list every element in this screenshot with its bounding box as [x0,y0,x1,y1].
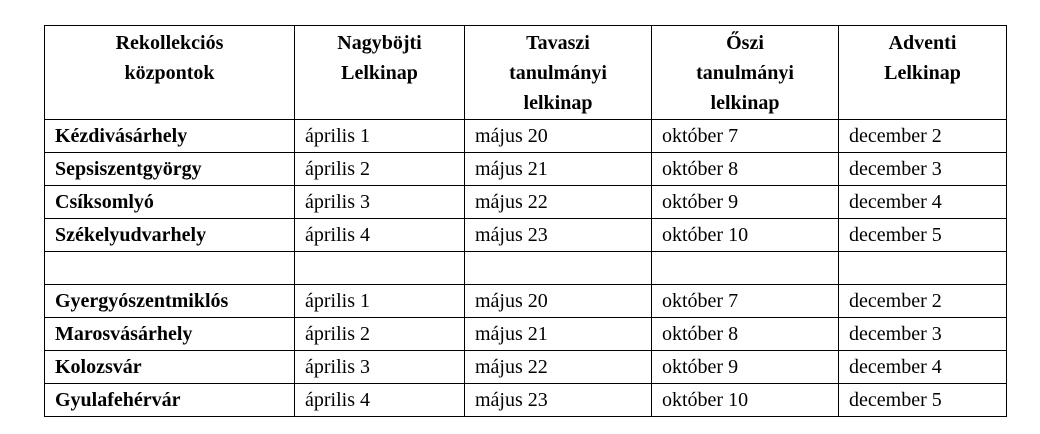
center-name: Kolozsvár [44,350,295,384]
data-row: Marosvásárhely április 2 május 21 október 8… [44,317,1007,351]
header-cell: Nagyböjti Lelkinap [294,25,465,120]
date-cell: október 8 [651,152,839,186]
center-name: Kézdivásárhely [44,119,295,153]
header-line: Tavaszi [526,32,590,54]
date-cell: május 20 [464,119,652,153]
data-row: Székelyudvarhely április 4 május 23 október… [44,218,1007,252]
date-cell: május 23 [464,383,652,417]
date-cell: május 22 [464,350,652,384]
date-cell: április 1 [294,284,465,318]
date-cell: december 5 [838,383,1007,417]
header-line: tanulmányi [696,62,794,84]
date-cell: december 4 [838,350,1007,384]
date-cell: április 2 [294,152,465,186]
date-cell: október 8 [651,317,839,351]
empty-cell [44,251,295,285]
date-cell: október 7 [651,119,839,153]
header-line: tanulmányi [509,62,607,84]
header-row: Rekollekciós központok Nagyböjti Lelkinap Ta… [44,25,1007,120]
date-cell: október 10 [651,383,839,417]
data-row: Csíksomlyó április 3 május 22 október 9 dece… [44,185,1007,219]
data-row: Sepsiszentgyörgy április 2 május 21 október… [44,152,1007,186]
data-row: Gyergyószentmiklós április 1 május 20 októb… [44,284,1007,318]
header-cell: Adventi Lelkinap [838,25,1007,120]
header-line: lelkinap [710,92,780,114]
data-row: Gyulafehérvár április 4 május 23 október 10… [44,383,1007,417]
date-cell: október 7 [651,284,839,318]
schedule-table: Rekollekciós központok Nagyböjti Lelkinap Ta… [44,25,1007,417]
date-cell: október 9 [651,350,839,384]
header-line: Rekollekciós [115,32,224,54]
center-name: Marosvásárhely [44,317,295,351]
separator-row [44,251,1007,285]
header-line: Lelkinap [341,62,418,84]
date-cell: május 23 [464,218,652,252]
date-cell: április 2 [294,317,465,351]
date-cell: április 1 [294,119,465,153]
date-cell: május 21 [464,152,652,186]
center-name: Csíksomlyó [44,185,295,219]
date-cell: április 4 [294,383,465,417]
empty-cell [294,251,465,285]
data-row: Kézdivásárhely április 1 május 20 október 7… [44,119,1007,153]
date-cell: május 20 [464,284,652,318]
date-cell: október 10 [651,218,839,252]
date-cell: május 21 [464,317,652,351]
date-cell: december 3 [838,317,1007,351]
date-cell: december 5 [838,218,1007,252]
header-cell: Tavaszi tanulmányi lelkinap [464,25,652,120]
date-cell: december 2 [838,284,1007,318]
center-name: Székelyudvarhely [44,218,295,252]
header-line: Adventi [888,32,957,54]
empty-cell [838,251,1007,285]
header-line: központok [124,62,215,84]
center-name: Gyulafehérvár [44,383,295,417]
header-line: Őszi [726,32,764,54]
header-line: Lelkinap [884,62,961,84]
date-cell: december 3 [838,152,1007,186]
date-cell: április 3 [294,350,465,384]
date-cell: október 9 [651,185,839,219]
center-name: Gyergyószentmiklós [44,284,295,318]
date-cell: december 4 [838,185,1007,219]
header-cell: Rekollekciós központok [44,25,295,120]
center-name: Sepsiszentgyörgy [44,152,295,186]
header-line: lelkinap [523,92,593,114]
date-cell: április 4 [294,218,465,252]
header-cell: Őszi tanulmányi lelkinap [651,25,839,120]
empty-cell [464,251,652,285]
empty-cell [651,251,839,285]
date-cell: április 3 [294,185,465,219]
header-line: Nagyböjti [337,32,422,54]
date-cell: december 2 [838,119,1007,153]
date-cell: május 22 [464,185,652,219]
data-row: Kolozsvár április 3 május 22 október 9 decem… [44,350,1007,384]
